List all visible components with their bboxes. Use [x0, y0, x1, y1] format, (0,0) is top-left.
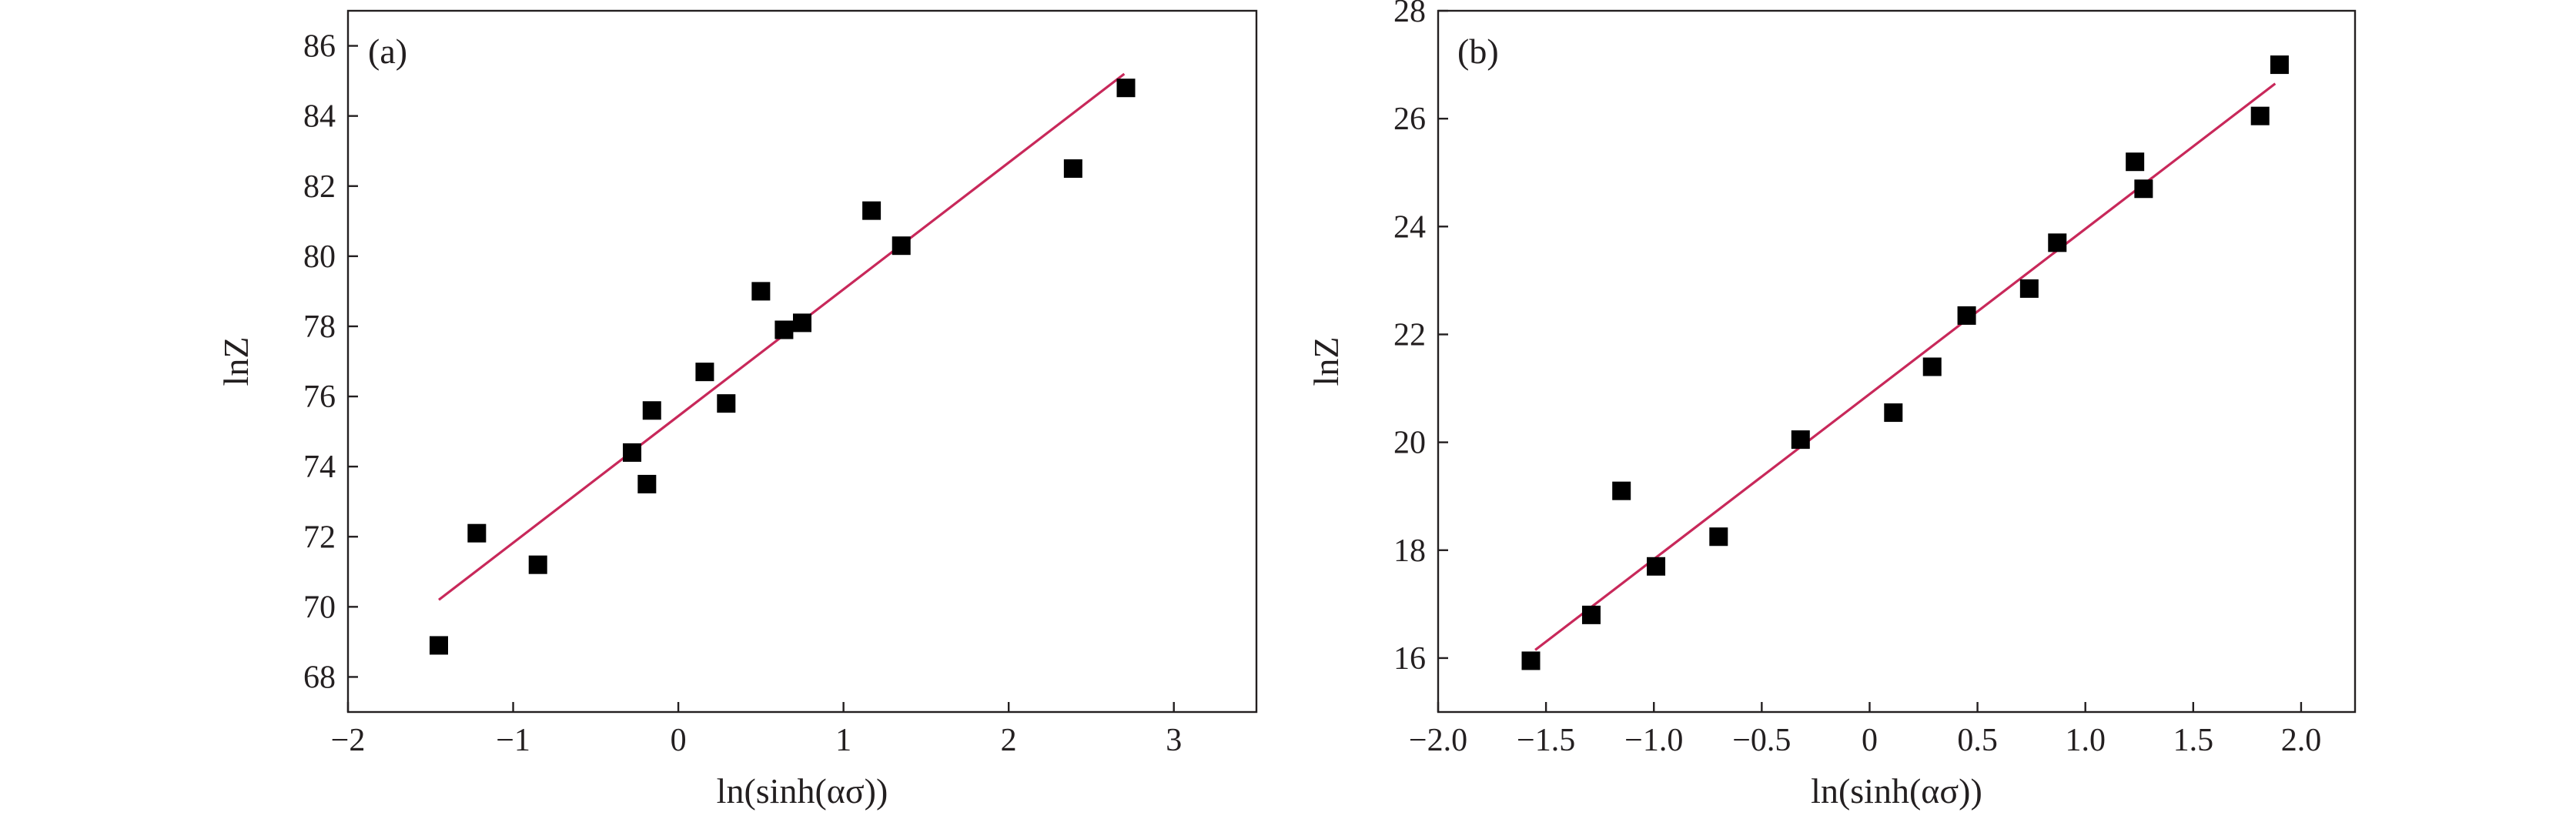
- y-tick-label: 72: [303, 520, 336, 555]
- x-tick-label: −1: [496, 723, 530, 758]
- x-axis-label: ln(sinh(ασ)): [717, 771, 888, 811]
- y-tick-label: 78: [303, 309, 336, 345]
- x-tick-label: −2.0: [1409, 723, 1467, 758]
- y-tick-label: 84: [303, 99, 336, 135]
- data-point: [695, 363, 714, 382]
- data-point: [2019, 279, 2039, 298]
- y-tick-label: 68: [303, 660, 336, 695]
- panel-a: −2 −1 0 1 2 3 68 70 72 74 76 78 80 82 84 86 ln(sinh(ασ))…: [216, 9, 1258, 811]
- data-point: [1581, 605, 1601, 624]
- data-point: [528, 555, 547, 574]
- data-point: [2134, 179, 2153, 199]
- x-tick-label: −0.5: [1732, 723, 1791, 758]
- x-tick-label: 1: [835, 723, 851, 758]
- data-point: [1521, 651, 1541, 670]
- fit-line: [1534, 82, 2277, 651]
- x-tick-label: −1.5: [1517, 723, 1575, 758]
- y-tick-label: 18: [1393, 533, 1426, 569]
- y-tick-label: 20: [1393, 426, 1426, 461]
- x-tick-label: −1.0: [1624, 723, 1683, 758]
- x-axis-label: ln(sinh(ασ)): [1811, 771, 1982, 811]
- y-tick-label: 26: [1393, 102, 1426, 137]
- y-tick-label: 82: [303, 169, 336, 205]
- data-point: [642, 401, 661, 420]
- data-point: [430, 636, 448, 655]
- y-tick-label: 28: [1393, 0, 1426, 29]
- data-point: [623, 443, 642, 462]
- data-point: [1116, 79, 1136, 98]
- plot-frame: [346, 9, 1258, 714]
- x-tick-label: 0: [671, 723, 687, 758]
- data-point: [862, 201, 882, 220]
- data-point: [1922, 357, 1942, 376]
- panel-label: (a): [368, 32, 407, 71]
- y-tick-label: 74: [303, 450, 336, 485]
- x-tick-label: −2: [331, 723, 366, 758]
- y-tick-label: 22: [1393, 317, 1426, 353]
- data-point: [1884, 403, 1903, 423]
- data-point: [751, 282, 771, 301]
- data-point: [637, 474, 657, 493]
- data-point: [793, 313, 811, 333]
- data-point: [2250, 106, 2270, 125]
- data-point: [2048, 233, 2067, 252]
- x-tick-label: 1.0: [2065, 723, 2106, 758]
- data-point: [2126, 152, 2145, 172]
- x-tick-label: 1.5: [2173, 723, 2214, 758]
- data-point: [1709, 527, 1728, 547]
- x-tick-label: 0: [1862, 723, 1878, 758]
- x-tick-label: 0.5: [1957, 723, 1998, 758]
- data-point: [774, 320, 794, 339]
- y-tick-label: 80: [303, 239, 336, 275]
- data-point: [1612, 481, 1631, 500]
- data-point: [2270, 55, 2289, 75]
- x-tick-label: 2.0: [2281, 723, 2322, 758]
- plot-frame: [1437, 9, 2357, 714]
- y-tick-label: 16: [1393, 641, 1426, 677]
- x-tick-label: 2: [1001, 723, 1017, 758]
- data-point: [1063, 159, 1082, 178]
- panel-label: (b): [1457, 32, 1499, 71]
- data-point: [1647, 557, 1666, 576]
- panel-b: −2.0 −1.5 −1.0 −0.5 0 0.5 1.0 1.5 2.0 16 18 20 22 24 2…: [1306, 0, 2357, 811]
- data-point: [1791, 430, 1810, 450]
- y-tick-label: 24: [1393, 209, 1426, 245]
- y-axis-label: lnZ: [1306, 337, 1346, 386]
- data-point: [1957, 306, 1976, 325]
- y-tick-label: 70: [303, 590, 336, 625]
- y-tick-label: 76: [303, 379, 336, 415]
- x-tick-label: 3: [1166, 723, 1182, 758]
- y-tick-label: 86: [303, 29, 336, 65]
- data-point: [892, 236, 911, 256]
- data-point: [717, 394, 736, 413]
- data-point: [467, 523, 487, 543]
- y-axis-label: lnZ: [216, 337, 256, 386]
